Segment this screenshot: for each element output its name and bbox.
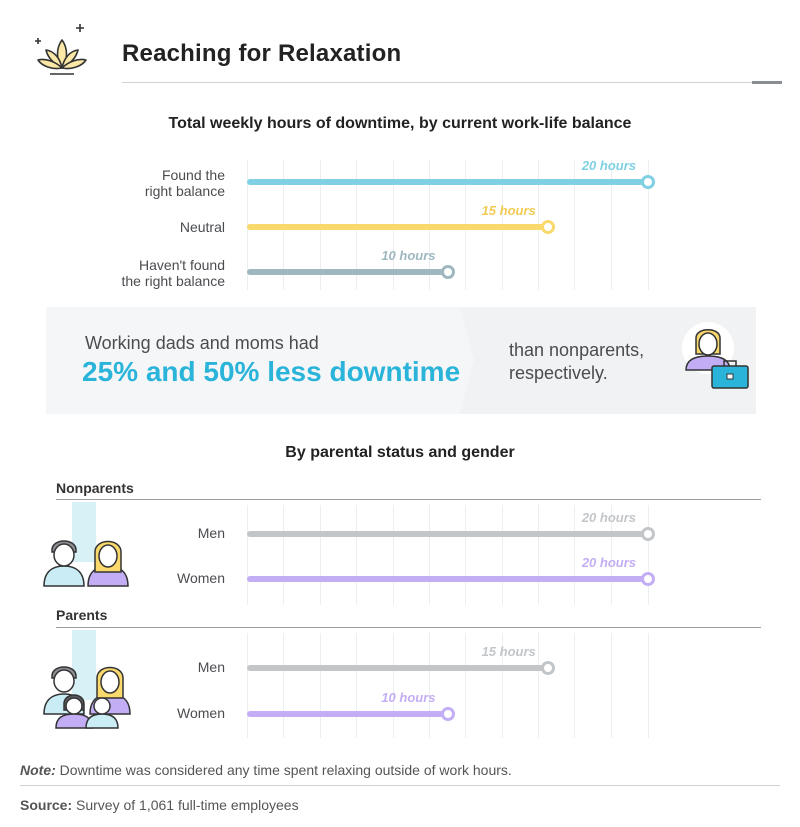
chart-2-nonparents-gridline xyxy=(648,505,649,605)
title-divider-accent xyxy=(752,81,782,84)
chart-2-parents-gridline xyxy=(356,633,357,738)
chart-2-parents-gridline xyxy=(648,633,649,738)
bar-end-marker xyxy=(540,220,555,234)
category-label-line: Found the xyxy=(161,167,225,183)
bar-end-marker xyxy=(641,175,655,189)
source-text: Survey of 1,061 full-time employees xyxy=(72,797,299,813)
source: Source: Survey of 1,061 full-time employ… xyxy=(20,797,299,813)
chart-2-nonparents-gridline xyxy=(538,505,539,605)
chart-2-parents-gridline xyxy=(611,633,612,738)
callout-right-text: than nonparents, respectively. xyxy=(509,340,645,383)
bar-c1-2 xyxy=(247,269,448,275)
chart-2-nonparents-gridline xyxy=(611,505,612,605)
chart-1-gridline xyxy=(574,160,575,290)
chart-2: Men 20 hours Women 20 hours Men 15 hours Women… xyxy=(177,505,655,738)
data-label: 20 hours xyxy=(581,510,636,525)
category-label: Men xyxy=(197,525,225,541)
bar-c2-0-1 xyxy=(247,576,648,582)
bar-end-marker xyxy=(540,661,555,675)
chart-2-title: By parental status and gender xyxy=(285,444,515,461)
chart-2-nonparents-gridline xyxy=(393,505,394,605)
title-divider xyxy=(122,82,780,83)
category-label: Women xyxy=(177,705,225,721)
note-text: Downtime was considered any time spent r… xyxy=(55,762,512,778)
chart-2-nonparents-gridline xyxy=(320,505,321,605)
family-icon xyxy=(43,630,131,729)
bar-end-marker xyxy=(440,265,455,279)
group-divider-nonparents xyxy=(56,499,761,500)
couple-icon xyxy=(43,502,129,587)
category-label-line: Haven't found xyxy=(139,257,225,273)
bar-c2-0-0 xyxy=(247,531,648,537)
footnote: Note: Downtime was considered any time s… xyxy=(20,762,512,778)
category-label-line: the right balance xyxy=(121,273,225,289)
bar-c1-1 xyxy=(247,224,548,230)
callout-highlight: 25% and 50% less downtime xyxy=(82,356,461,387)
group-label-parents: Parents xyxy=(56,607,108,623)
chart-2-parents-gridline xyxy=(429,633,430,738)
bar-c2-1-0 xyxy=(247,665,548,671)
chart-1-title: Total weekly hours of downtime, by curre… xyxy=(168,115,632,132)
category-label: Found the right balance xyxy=(25,167,225,199)
chart-2-nonparents-gridline xyxy=(502,505,503,605)
category-label: Men xyxy=(197,659,225,675)
chart-2-parents-gridline xyxy=(574,633,575,738)
chart-2-nonparents-gridline xyxy=(465,505,466,605)
lotus-icon xyxy=(35,24,87,75)
callout-arrow xyxy=(460,307,474,413)
bar-c1-0 xyxy=(247,179,648,185)
bar-c2-1-1 xyxy=(247,711,448,717)
category-label: Neutral xyxy=(25,219,225,235)
chart-2-parents-gridline xyxy=(538,633,539,738)
chart-1-gridline xyxy=(648,160,649,290)
chart-2-parents-gridline xyxy=(320,633,321,738)
bar-end-marker xyxy=(641,572,655,586)
callout-left-panel xyxy=(46,307,460,414)
category-label: Women xyxy=(177,570,225,586)
footer-divider xyxy=(20,785,780,786)
chart-1-gridline xyxy=(611,160,612,290)
chart-2-parents-gridline xyxy=(283,633,284,738)
chart-2-parents-gridline xyxy=(502,633,503,738)
bar-end-marker xyxy=(641,527,655,541)
chart-2-nonparents-gridline xyxy=(574,505,575,605)
note-label: Note: xyxy=(20,762,56,778)
category-label-line: Neutral xyxy=(179,219,225,235)
callout-text: Working dads and moms had xyxy=(85,333,319,353)
chart-2-nonparents-gridline xyxy=(429,505,430,605)
source-label: Source: xyxy=(20,797,73,813)
chart-2-nonparents-gridline xyxy=(356,505,357,605)
data-label: 10 hours xyxy=(381,248,436,263)
data-label: 15 hours xyxy=(481,644,536,659)
data-label: 10 hours xyxy=(381,690,436,705)
data-label: 15 hours xyxy=(481,203,536,218)
data-label: 20 hours xyxy=(581,555,636,570)
chart-2-parents-gridline xyxy=(465,633,466,738)
bar-end-marker xyxy=(440,707,455,721)
worker-with-briefcase-icon xyxy=(682,322,749,389)
page-title: Reaching for Relaxation xyxy=(122,40,402,67)
chart-2-parents-gridline xyxy=(247,633,248,738)
category-label-line: right balance xyxy=(144,183,225,199)
category-label: Haven't found the right balance xyxy=(25,257,225,289)
chart-2-parents-gridline xyxy=(393,633,394,738)
chart-2-nonparents-gridline xyxy=(283,505,284,605)
chart-1: Found the right balance 20 hours Neutral 15 … xyxy=(0,0,800,300)
group-label-nonparents: Nonparents xyxy=(56,480,134,496)
group-divider-parents xyxy=(56,627,761,628)
data-label: 20 hours xyxy=(581,158,636,173)
chart-2-nonparents-gridline xyxy=(247,505,248,605)
